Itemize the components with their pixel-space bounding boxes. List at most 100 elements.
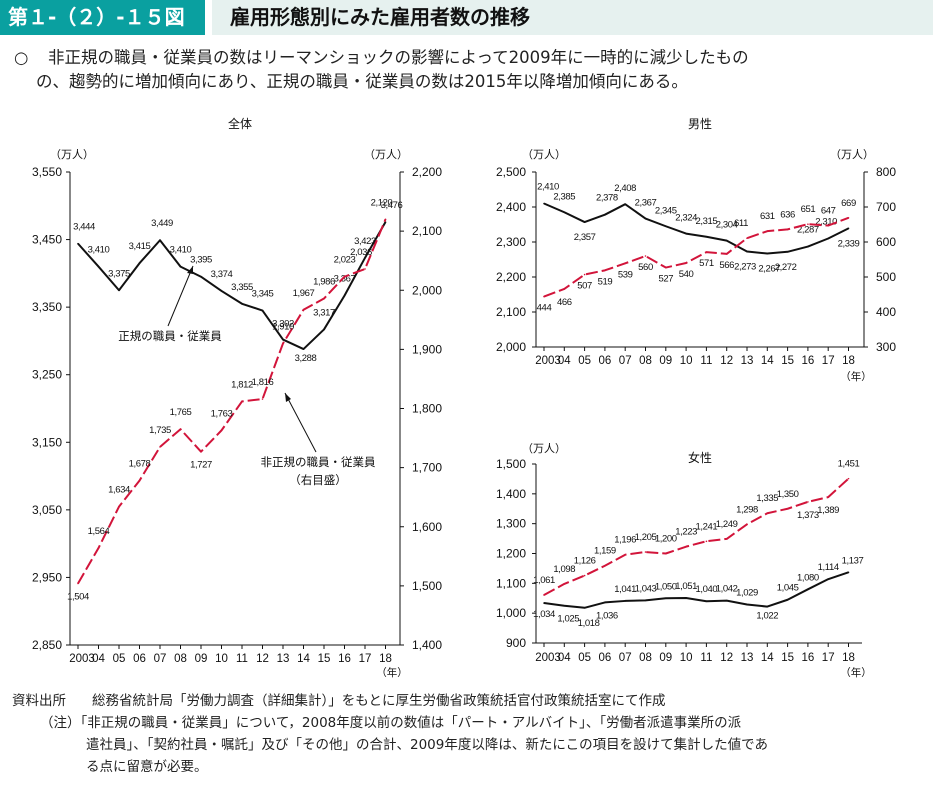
annotation-arrow-regular <box>167 265 194 327</box>
data-label: 2,273 <box>734 261 756 272</box>
data-point <box>583 574 586 577</box>
x-tick-label: 16 <box>802 652 815 664</box>
x-tick-label: 18 <box>379 653 392 665</box>
x-tick-label: 12 <box>720 652 733 664</box>
x-tick-label: 14 <box>761 652 774 664</box>
data-label: 1,735 <box>149 425 171 436</box>
data-point <box>807 588 809 591</box>
left-tick-label: 2,950 <box>32 570 62 584</box>
x-tick-label: 11 <box>700 652 712 664</box>
data-point <box>179 265 182 268</box>
summary-line-2: の、趨勢的に増加傾向にあり、正規の職員・従業員の数は2015年以降増加傾向にある… <box>36 72 688 91</box>
x-tick-label: 14 <box>297 653 310 665</box>
data-point <box>847 477 850 480</box>
data-label: 3,317 <box>313 307 335 318</box>
data-point <box>685 597 687 599</box>
series-line-regular <box>77 221 387 351</box>
data-point <box>138 479 141 482</box>
left-unit-label: （万人） <box>522 148 566 161</box>
data-point <box>364 257 366 259</box>
data-label: 1,249 <box>716 519 738 530</box>
data-label: 1,018 <box>578 618 600 629</box>
x-tick-label: 06 <box>133 653 146 665</box>
data-label: 1,298 <box>736 504 758 515</box>
right-tick-label: 600 <box>876 235 896 249</box>
chart-title: 全体 <box>228 116 252 131</box>
data-label: 636 <box>780 209 795 220</box>
data-label: 1,241 <box>696 521 718 532</box>
data-label: 1,051 <box>675 581 697 592</box>
data-point <box>705 600 708 603</box>
data-label: 507 <box>577 281 592 292</box>
x-tick-label: 11 <box>236 653 248 665</box>
series-line-regular <box>543 202 849 255</box>
data-label: 1,205 <box>635 532 657 543</box>
data-point <box>685 232 687 235</box>
data-point <box>746 237 748 239</box>
x-tick-label: 05 <box>578 652 591 664</box>
data-label: 1,816 <box>252 377 274 388</box>
right-tick-label: 1,800 <box>412 402 442 416</box>
left-tick-label: 2,400 <box>496 200 526 214</box>
data-point <box>624 553 626 556</box>
data-point <box>685 262 687 264</box>
data-label: 631 <box>760 211 775 222</box>
data-label: 2,310 <box>815 217 837 228</box>
data-point <box>786 507 789 510</box>
data-point <box>282 338 284 341</box>
data-point <box>384 218 387 221</box>
left-tick-label: 1,000 <box>496 606 526 620</box>
data-label: 2,385 <box>553 191 575 202</box>
data-point <box>807 501 809 503</box>
data-label: 2,287 <box>797 225 819 236</box>
right-tick-label: 700 <box>876 200 896 214</box>
data-point <box>624 262 626 265</box>
data-label: 2,367 <box>635 198 657 209</box>
annotation-arrowhead <box>285 393 291 402</box>
data-label: 3,423 <box>354 236 376 247</box>
chart-title: 女性 <box>688 450 712 465</box>
data-label: 3,355 <box>231 282 253 293</box>
x-tick-label: 08 <box>639 355 652 367</box>
x-tick-label: 12 <box>720 355 733 367</box>
x-tick-label: 2003 <box>69 653 95 665</box>
annotation-nonregular-axis: （右目盛） <box>289 473 347 487</box>
data-label: 1,025 <box>557 614 579 625</box>
x-tick-label: 13 <box>277 653 290 665</box>
data-point <box>97 265 100 268</box>
data-label: 519 <box>598 276 613 287</box>
x-tick-label: 16 <box>802 355 815 367</box>
left-tick-label: 2,850 <box>32 638 62 652</box>
data-label: 1,812 <box>231 379 253 390</box>
note-line-1: （注）「非正規の職員・従業員」について，2008年度以前の数値は「パート・アルバ… <box>40 715 742 731</box>
x-tick-label: 07 <box>619 652 632 664</box>
data-point <box>97 547 100 549</box>
left-tick-label: 2,100 <box>496 305 526 319</box>
left-tick-label: 1,300 <box>496 517 526 531</box>
data-point <box>644 255 647 257</box>
left-unit-label: （万人） <box>50 148 94 161</box>
chart-title: 男性 <box>688 117 712 131</box>
data-point <box>323 328 325 331</box>
data-point <box>746 523 748 526</box>
data-label: 1,043 <box>635 583 657 594</box>
data-label: 2,267 <box>758 264 780 275</box>
annotation-nonregular: 非正規の職員・従業員 <box>261 455 376 469</box>
data-point <box>220 429 223 432</box>
data-label: 1,223 <box>675 527 697 538</box>
right-tick-label: 400 <box>876 305 896 319</box>
right-tick-label: 1,900 <box>412 342 442 356</box>
left-tick-label: 2,500 <box>496 165 526 179</box>
data-point <box>563 288 566 290</box>
left-tick-label: 3,350 <box>32 300 62 314</box>
right-tick-label: 300 <box>876 340 896 354</box>
data-label: 2,345 <box>655 205 677 216</box>
data-label: 466 <box>557 297 572 308</box>
data-label: 1,061 <box>533 575 555 586</box>
data-label: 3,415 <box>129 241 151 252</box>
x-tick-label: 05 <box>113 653 126 665</box>
data-label: 2,324 <box>675 213 697 224</box>
right-tick-label: 2,100 <box>412 224 442 238</box>
data-point <box>261 398 264 400</box>
x-tick-label: 18 <box>842 355 855 367</box>
